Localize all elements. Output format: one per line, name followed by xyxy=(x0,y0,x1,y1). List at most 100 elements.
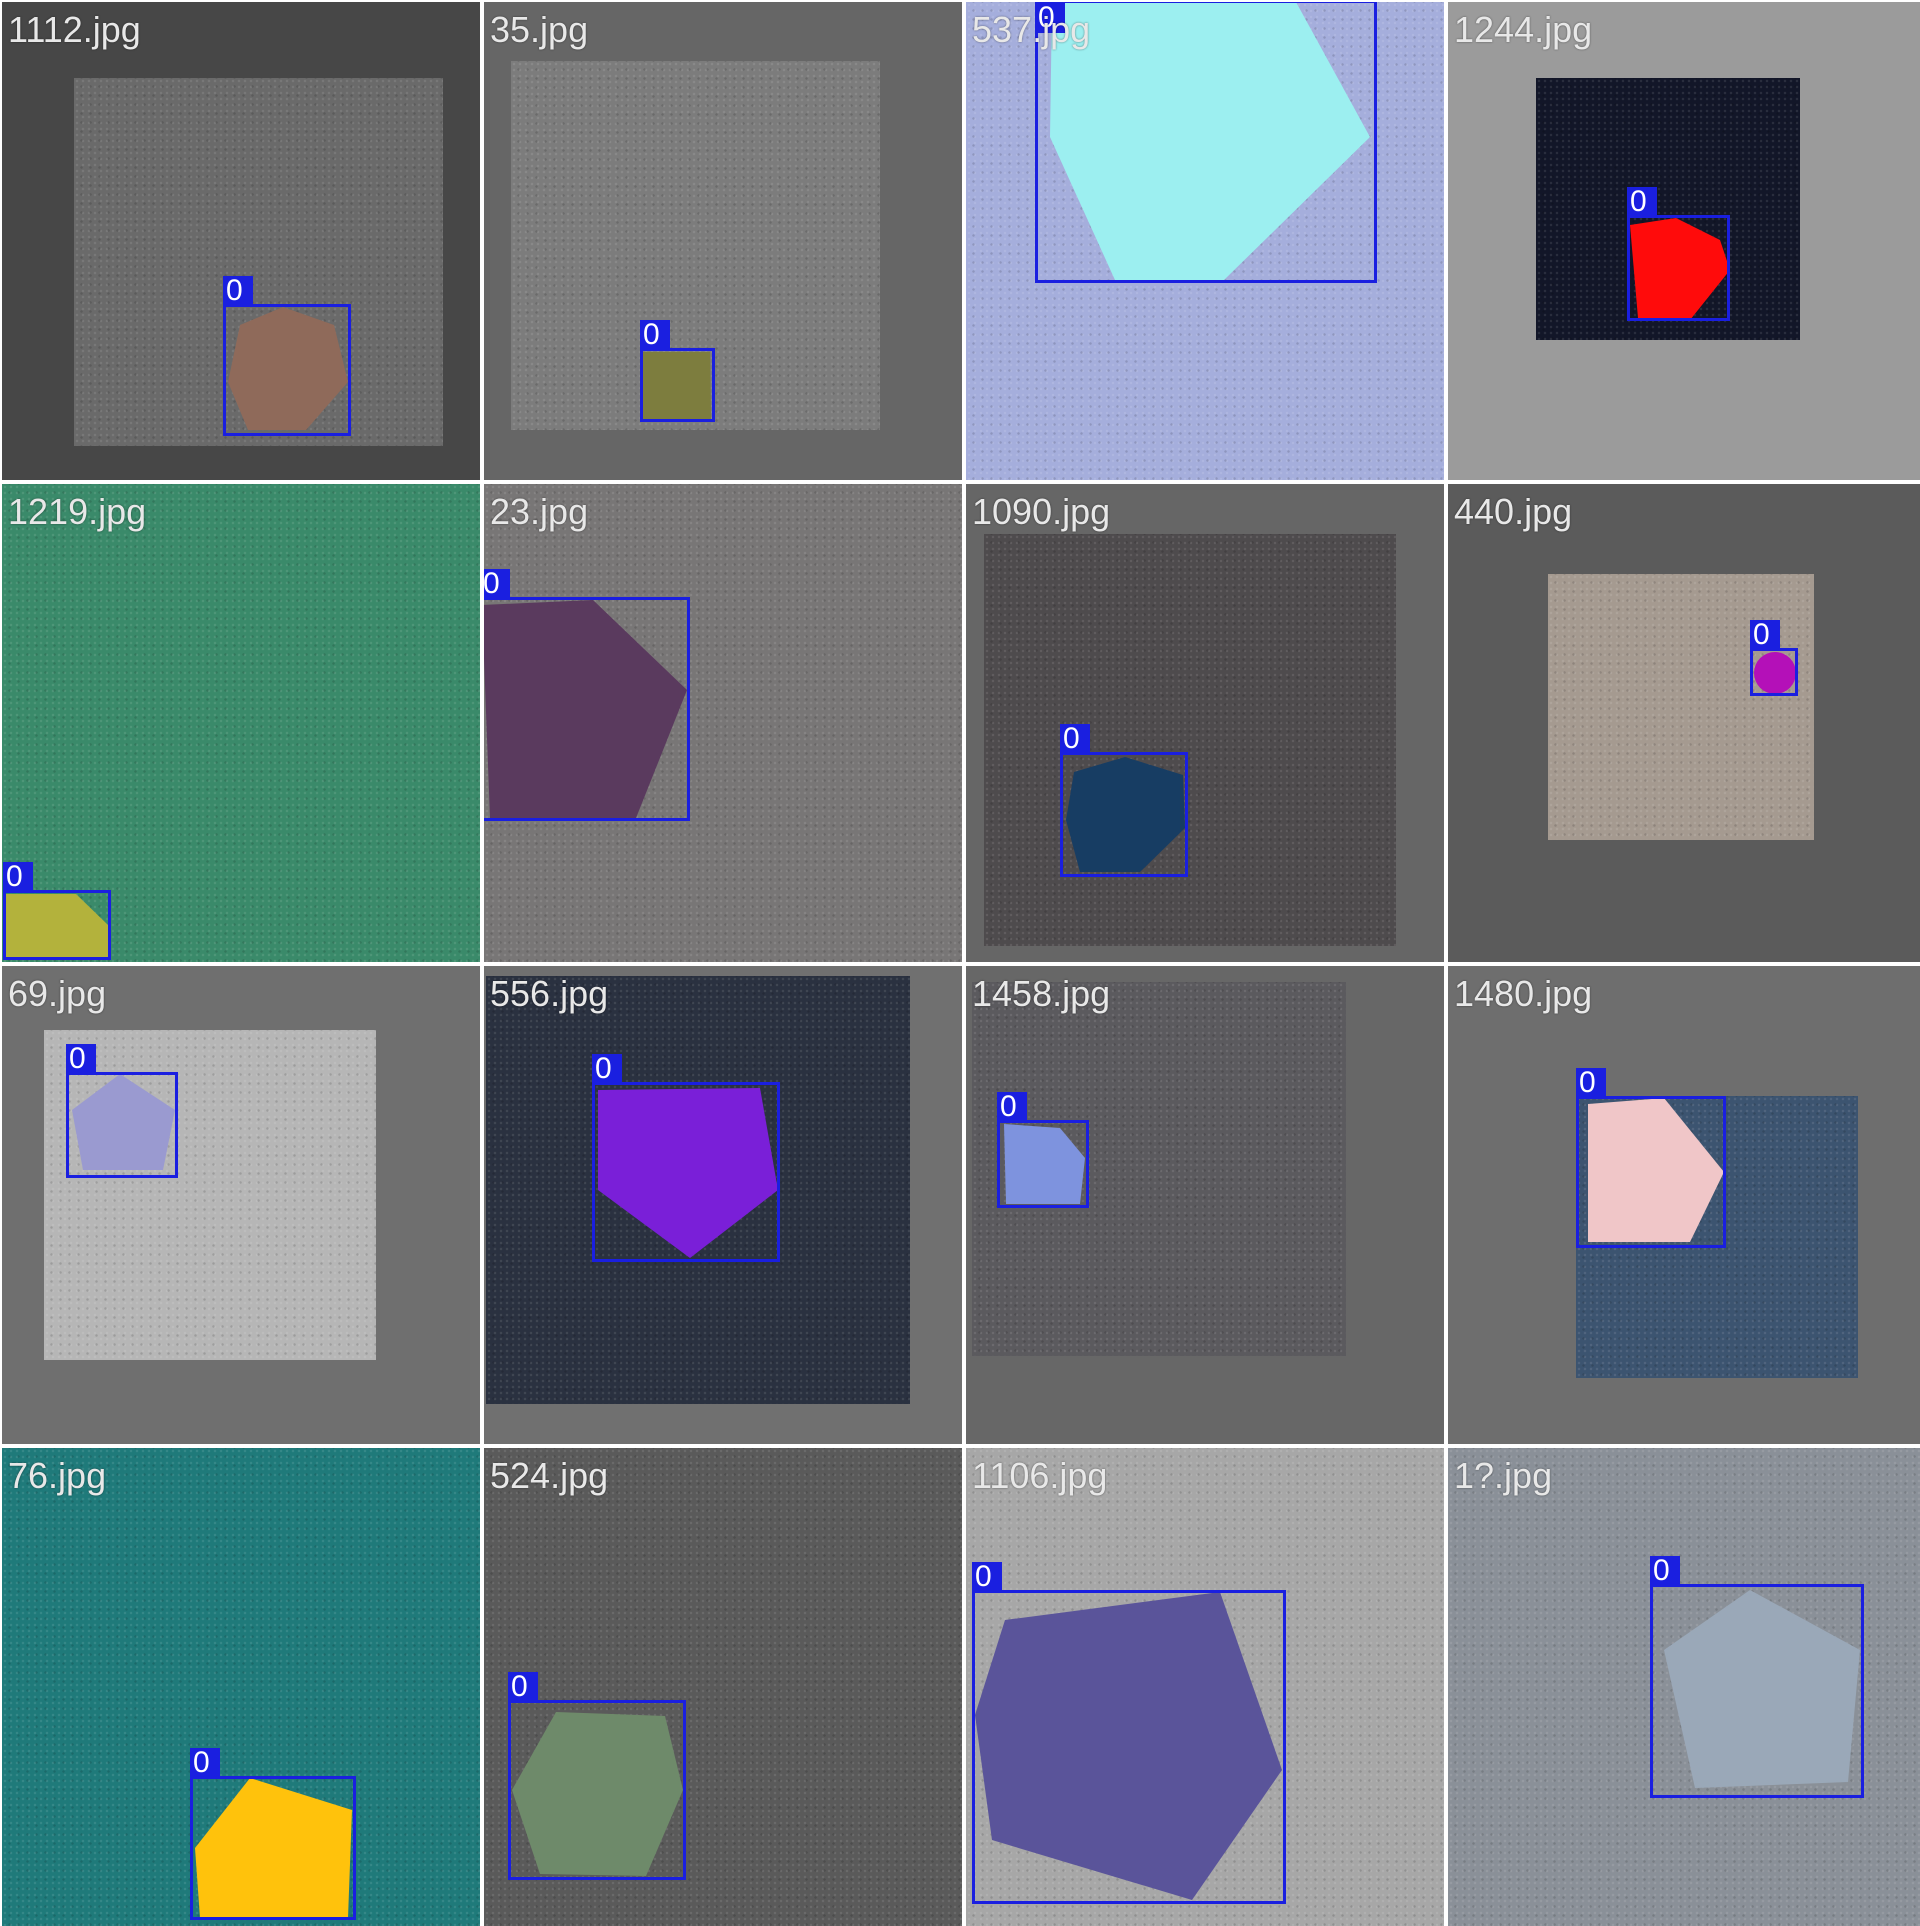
shape-hexagon xyxy=(228,307,348,430)
class-label-tag: 0 xyxy=(66,1044,96,1074)
class-label-tag: 0 xyxy=(1750,620,1780,650)
synthetic-shape xyxy=(642,352,711,419)
shape-pentagon xyxy=(1050,2,1370,280)
filename-label: 1090.jpg xyxy=(972,491,1111,532)
shape-pentagon xyxy=(6,894,108,958)
texture-image xyxy=(984,534,1396,946)
texture-image xyxy=(44,1030,376,1360)
shape-pentagon xyxy=(72,1074,175,1170)
synthetic-shape xyxy=(195,1778,352,1918)
bounding-box: 0 xyxy=(1576,1068,1726,1248)
mosaic-tile: 0 537.jpg xyxy=(966,2,1444,480)
bounding-box: 0 xyxy=(592,1054,780,1262)
bounding-box: 0 xyxy=(508,1672,686,1880)
filename-label: 1?.jpg xyxy=(1454,1455,1553,1496)
bounding-box: 0 xyxy=(223,276,351,436)
mosaic-tile: 0 69.jpg xyxy=(2,966,480,1444)
shape-pentagon xyxy=(598,1088,778,1258)
filename-label: 1219.jpg xyxy=(8,491,147,532)
class-label-tag: 0 xyxy=(1650,1556,1680,1586)
class-label-tag: 0 xyxy=(190,1748,220,1778)
mosaic-tile: 0 23.jpg xyxy=(484,484,962,962)
synthetic-shape xyxy=(1588,1098,1724,1242)
shape-pentagon xyxy=(1066,757,1185,872)
class-label-tag: 0 xyxy=(484,569,510,599)
bounding-box: 0 xyxy=(484,569,690,821)
class-label-tag: 0 xyxy=(1060,724,1090,754)
bounding-box: 0 xyxy=(1060,724,1188,877)
synthetic-shape xyxy=(1664,1590,1860,1788)
synthetic-shape xyxy=(512,1712,683,1876)
filename-label: 537.jpg xyxy=(972,9,1091,50)
bounding-box: 0 xyxy=(997,1092,1089,1208)
filename-label: 1244.jpg xyxy=(1454,9,1593,50)
class-label-tag: 0 xyxy=(1627,187,1657,217)
bounding-box: 0 xyxy=(1035,2,1377,283)
mosaic-tile: 0 1112.jpg xyxy=(2,2,480,480)
mosaic-tile: 0 524.jpg xyxy=(484,1448,962,1926)
synthetic-shape xyxy=(1050,2,1370,280)
mosaic-tile: 0 1219.jpg xyxy=(2,484,480,962)
class-label-tag: 0 xyxy=(1576,1068,1606,1098)
class-label-tag: 0 xyxy=(972,1562,1002,1592)
shape-circle xyxy=(1754,652,1796,694)
texture-image xyxy=(1548,574,1814,840)
mosaic-tile: 0 1480.jpg xyxy=(1448,966,1920,1444)
shape-pentagon xyxy=(1630,218,1730,320)
synthetic-shape xyxy=(1630,218,1730,320)
synthetic-shape xyxy=(6,894,108,958)
class-label-tag: 0 xyxy=(592,1054,622,1084)
bounding-box: 0 xyxy=(640,320,715,422)
mosaic-tile: 0 76.jpg xyxy=(2,1448,480,1926)
class-label-tag: 0 xyxy=(1035,3,1065,33)
mosaic-tile: 0 1458.jpg xyxy=(966,966,1444,1444)
shape-pentagon xyxy=(1588,1098,1724,1242)
shape-pentagon xyxy=(975,1592,1282,1900)
filename-label: 23.jpg xyxy=(490,491,589,532)
shape-pentagon xyxy=(1004,1124,1085,1204)
synthetic-shape xyxy=(1066,757,1185,872)
texture-image xyxy=(2,484,480,962)
texture-image xyxy=(1536,78,1800,340)
class-label-tag: 0 xyxy=(997,1092,1027,1122)
synthetic-shape xyxy=(72,1074,175,1170)
mosaic-tile: 0 1244.jpg xyxy=(1448,2,1920,480)
class-label-tag: 0 xyxy=(640,320,670,350)
mosaic-tile: 0 1106.jpg xyxy=(966,1448,1444,1926)
bounding-box: 0 xyxy=(1650,1556,1864,1798)
shape-hexagon xyxy=(512,1712,683,1876)
class-label-tag: 0 xyxy=(223,276,253,306)
bounding-box: 0 xyxy=(1627,187,1730,321)
mosaic-tile: 0 440.jpg xyxy=(1448,484,1920,962)
filename-label: 35.jpg xyxy=(490,9,589,50)
filename-label: 1106.jpg xyxy=(972,1455,1108,1496)
mosaic-tile: 0 35.jpg xyxy=(484,2,962,480)
bounding-box: 0 xyxy=(66,1044,178,1178)
class-label-tag: 0 xyxy=(508,1672,538,1702)
filename-label: 69.jpg xyxy=(8,973,107,1014)
class-label-tag: 0 xyxy=(3,862,33,892)
filename-label: 440.jpg xyxy=(1454,491,1573,532)
shape-pentagon xyxy=(1664,1590,1860,1788)
mosaic-tile: 0 1?.jpg xyxy=(1448,1448,1920,1926)
synthetic-shape xyxy=(975,1592,1282,1900)
mosaic-tile: 0 1090.jpg xyxy=(966,484,1444,962)
bounding-box: 0 xyxy=(972,1562,1286,1904)
synthetic-shape xyxy=(1004,1124,1085,1204)
texture-image xyxy=(74,78,443,446)
bounding-box: 0 xyxy=(1750,620,1798,696)
synthetic-shape xyxy=(484,600,687,818)
synthetic-shape xyxy=(228,307,348,430)
filename-label: 524.jpg xyxy=(490,1455,609,1496)
filename-label: 1480.jpg xyxy=(1454,973,1593,1014)
bounding-box: 0 xyxy=(190,1748,356,1920)
filename-label: 1458.jpg xyxy=(972,973,1111,1014)
shape-square xyxy=(642,352,711,419)
synthetic-shape xyxy=(1754,652,1796,694)
filename-label: 556.jpg xyxy=(490,973,609,1014)
shape-pentagon xyxy=(195,1778,352,1918)
synthetic-shape xyxy=(598,1088,778,1258)
bounding-box: 0 xyxy=(3,862,111,960)
shape-pentagon xyxy=(484,600,687,818)
